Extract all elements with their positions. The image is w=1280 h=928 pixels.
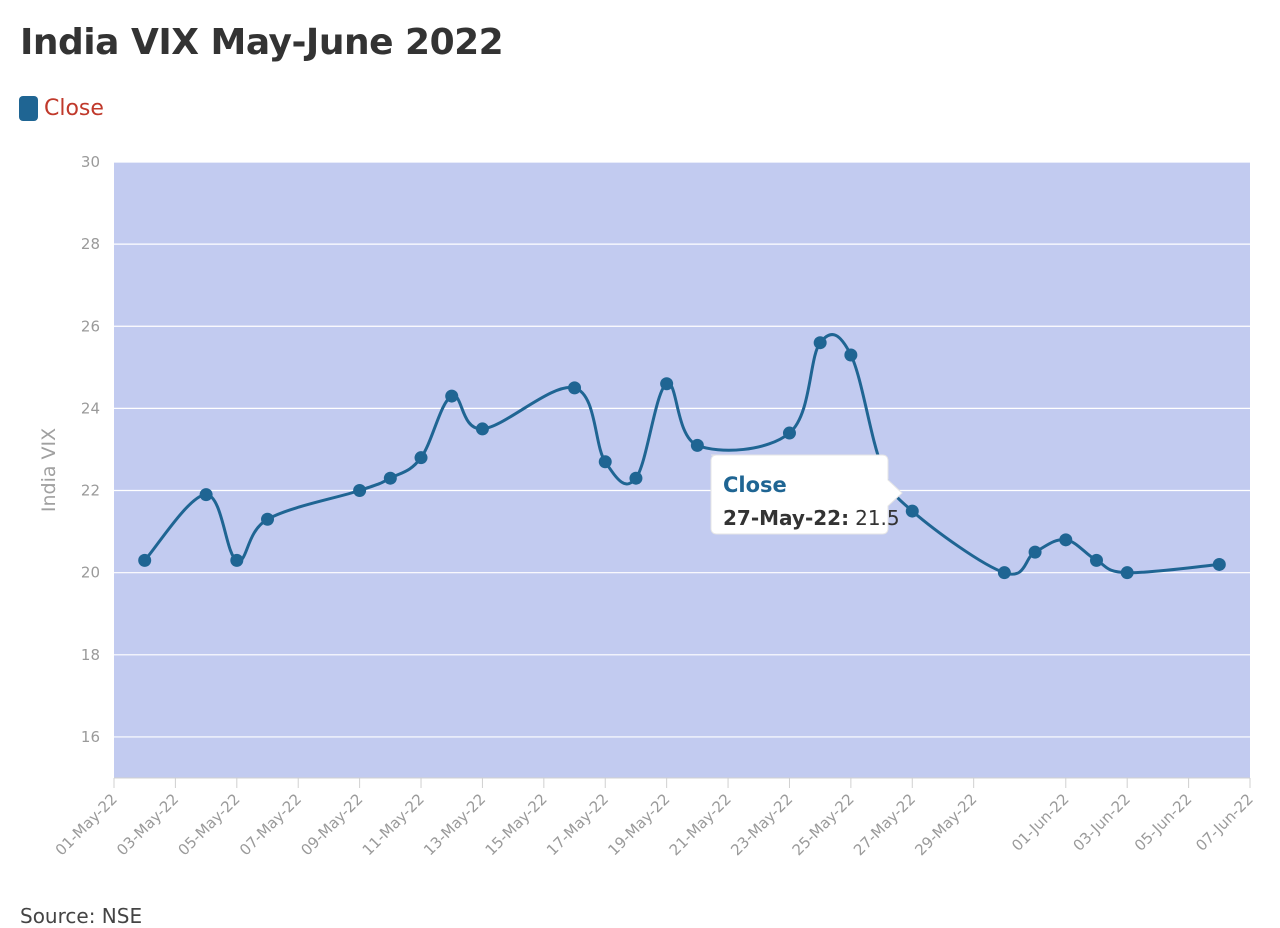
legend[interactable]: Close [19, 96, 104, 121]
x-tick-label: 27-May-22 [850, 790, 919, 859]
data-point[interactable] [383, 471, 397, 485]
x-tick-label: 11-May-22 [359, 790, 428, 859]
tooltip-content: 27-May-22: 21.5 [723, 506, 900, 530]
x-tick-label: 21-May-22 [666, 790, 735, 859]
x-tick-label: 19-May-22 [604, 790, 673, 859]
x-tick-label: 07-May-22 [236, 790, 305, 859]
data-point[interactable] [660, 377, 674, 391]
data-point[interactable] [445, 389, 459, 403]
x-tick-label: 01-Jun-22 [1008, 790, 1073, 855]
data-point[interactable] [782, 426, 796, 440]
series-points-close [138, 336, 1226, 580]
x-tick-label: 05-May-22 [175, 790, 244, 859]
data-point[interactable] [199, 488, 213, 502]
y-axis-label: India VIX [38, 428, 60, 512]
data-point[interactable] [629, 471, 643, 485]
data-point[interactable] [353, 484, 367, 498]
y-tick-label: 22 [81, 482, 100, 500]
data-point[interactable] [690, 438, 704, 452]
y-tick-label: 16 [81, 728, 100, 746]
tooltip-date: 27-May-22: [723, 506, 849, 530]
y-tick-label: 26 [81, 317, 100, 335]
legend-swatch-close [19, 96, 38, 121]
data-point[interactable] [1059, 533, 1073, 547]
data-point[interactable] [230, 553, 244, 567]
x-tick-label: 05-Jun-22 [1131, 790, 1196, 855]
x-axis: 01-May-2203-May-2205-May-2207-May-2209-M… [52, 777, 1257, 859]
data-point[interactable] [1120, 566, 1134, 580]
x-tick-label: 01-May-22 [52, 790, 121, 859]
data-point[interactable] [261, 512, 275, 526]
y-tick-label: 28 [81, 235, 100, 253]
y-tick-label: 18 [81, 646, 100, 664]
data-point[interactable] [905, 504, 919, 518]
y-axis: 16 18 20 22 24 26 28 30 [81, 153, 100, 746]
x-tick-label: 25-May-22 [789, 790, 858, 859]
tooltip-box [710, 454, 903, 535]
x-tick-label: 23-May-22 [727, 790, 796, 859]
data-point[interactable] [844, 348, 858, 362]
x-tick-label: 13-May-22 [420, 790, 489, 859]
data-point[interactable] [1089, 553, 1103, 567]
line-chart: 16 18 20 22 24 26 28 30 India VIX 01-May-2203-M… [38, 153, 1257, 859]
x-tick-label: 29-May-22 [911, 790, 980, 859]
x-tick-label: 15-May-22 [482, 790, 551, 859]
x-tick-label: 07-Jun-22 [1192, 790, 1257, 855]
grid-lines [114, 161, 1250, 738]
tooltip-value: 21.5 [855, 506, 900, 530]
x-tick-label: 03-Jun-22 [1069, 790, 1134, 855]
data-point[interactable] [1212, 557, 1226, 571]
chart-title: India VIX May-June 2022 [20, 22, 504, 63]
data-point[interactable] [414, 451, 428, 465]
data-point[interactable] [813, 336, 827, 350]
data-point[interactable] [997, 566, 1011, 580]
data-point[interactable] [568, 381, 582, 395]
y-tick-label: 30 [81, 153, 100, 171]
y-tick-label: 24 [81, 399, 100, 417]
plot-area [114, 162, 1250, 778]
source-note: Source: NSE [20, 904, 143, 928]
data-point[interactable] [1028, 545, 1042, 559]
x-tick-label: 09-May-22 [297, 790, 366, 859]
legend-label-close: Close [44, 96, 104, 121]
x-tick-label: 17-May-22 [543, 790, 612, 859]
y-tick-label: 20 [81, 564, 100, 582]
x-tick-label: 03-May-22 [113, 790, 182, 859]
tooltip: Close 27-May-22: 21.5 [710, 454, 903, 535]
data-point[interactable] [138, 553, 152, 567]
data-point[interactable] [598, 455, 612, 469]
data-point[interactable] [475, 422, 489, 436]
tooltip-series-name: Close [723, 473, 787, 497]
